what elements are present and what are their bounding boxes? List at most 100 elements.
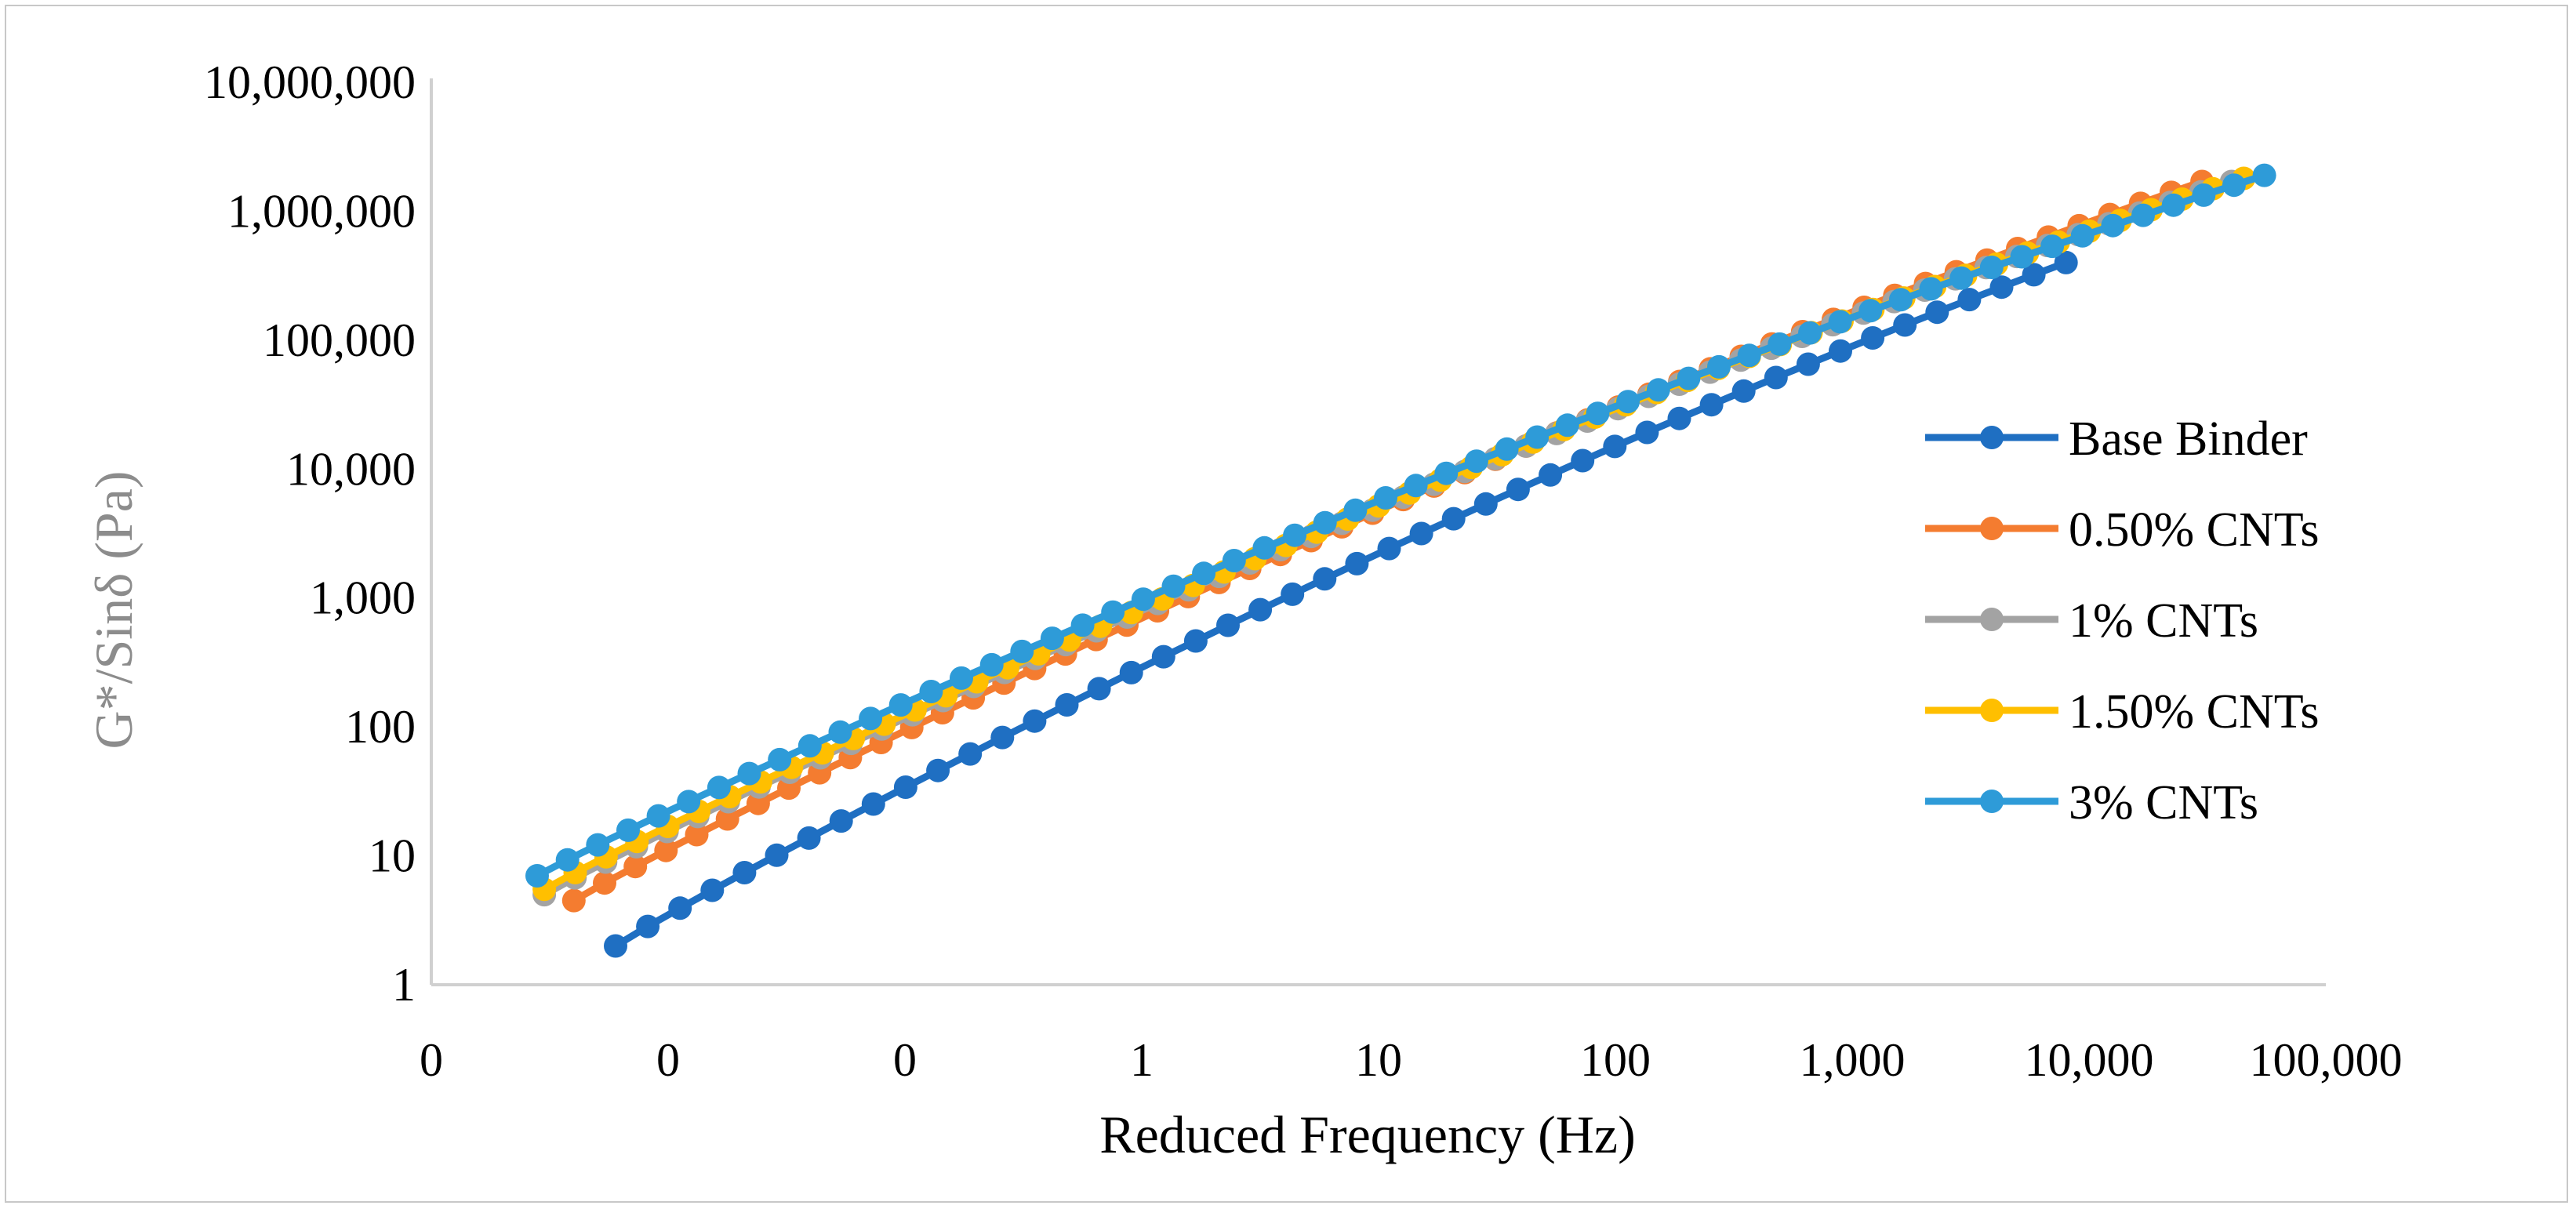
data-point (1586, 401, 1610, 426)
data-point (1539, 463, 1563, 487)
data-point (616, 818, 640, 842)
data-point (1252, 536, 1277, 560)
data-point (829, 809, 853, 833)
data-point (1768, 332, 1792, 356)
data-point (1731, 379, 1756, 403)
data-point (1023, 709, 1047, 733)
data-point (1377, 536, 1401, 561)
data-point (1151, 644, 1175, 669)
data-point (677, 790, 701, 814)
legend-label: 3% CNTs (2069, 776, 2258, 830)
x-tick-label: 100 (1580, 1034, 1651, 1086)
data-point (1555, 413, 1579, 437)
data-point (1010, 639, 1034, 663)
data-point (1192, 561, 1216, 586)
data-point (1707, 354, 1731, 379)
legend-label: 0.50% CNTs (2069, 503, 2319, 557)
data-point (525, 864, 549, 888)
data-point (1313, 510, 1337, 535)
data-point (2022, 263, 2046, 287)
data-point (1506, 477, 1530, 502)
data-point (1070, 613, 1095, 637)
data-point (1677, 366, 1701, 390)
x-tick-label: 10 (1355, 1034, 1402, 1086)
data-point (1222, 549, 1246, 572)
data-point (2252, 163, 2276, 187)
y-tick-label: 1,000 (310, 572, 416, 624)
data-point (2070, 223, 2095, 248)
data-point (1699, 393, 1724, 417)
data-point (586, 833, 610, 857)
data-point (1737, 343, 1761, 368)
data-point (1087, 677, 1111, 701)
legend-item: 1.50% CNTs (1925, 685, 2319, 739)
data-point (1283, 523, 1307, 547)
legend-label: 1.50% CNTs (2069, 685, 2319, 739)
data-point (1919, 277, 1943, 301)
data-point (1861, 326, 1885, 350)
data-point (888, 693, 913, 717)
data-point (1248, 597, 1273, 622)
data-point (859, 706, 883, 731)
data-point (1040, 626, 1064, 651)
data-point (1888, 288, 1913, 312)
data-point (1828, 310, 1852, 334)
data-point (1464, 449, 1488, 474)
data-point (2040, 234, 2065, 259)
data-point (2222, 173, 2246, 198)
data-point (950, 666, 973, 690)
legend-marker (1980, 790, 2004, 813)
data-point (1949, 266, 1974, 290)
legend-item: 1% CNTs (1925, 594, 2258, 648)
data-point (1119, 660, 1143, 684)
data-point (593, 871, 616, 895)
x-axis-title: Reduced Frequency (Hz) (1099, 1105, 1636, 1164)
axes: 1101001,00010,000100,0001,000,00010,000,… (204, 56, 2403, 1086)
data-point (1525, 425, 1550, 449)
data-point (861, 792, 885, 816)
data-point (1161, 574, 1186, 598)
data-point (1957, 288, 1982, 312)
data-point (765, 843, 789, 867)
data-point (636, 914, 660, 939)
data-point (1343, 498, 1368, 522)
series-line (613, 259, 2068, 949)
data-point (919, 680, 943, 703)
y-tick-label: 10,000,000 (204, 56, 416, 108)
legend-label: 1% CNTs (2069, 594, 2258, 648)
data-point (732, 861, 757, 884)
data-point (1635, 420, 1659, 445)
data-point (1798, 321, 1822, 345)
data-point (1374, 486, 1397, 510)
legend-marker (1980, 699, 2004, 722)
data-point (1313, 567, 1337, 591)
data-point (1495, 437, 1519, 461)
data-point (798, 734, 822, 758)
data-point (979, 652, 1004, 677)
data-point (1571, 448, 1595, 473)
x-tick-label: 0 (893, 1034, 917, 1086)
data-point (1764, 365, 1788, 390)
data-point (715, 807, 739, 831)
legend-item: Base Binder (1925, 412, 2308, 466)
data-point (623, 855, 648, 879)
legend-marker (1980, 608, 2004, 631)
legend-item: 0.50% CNTs (1925, 503, 2319, 557)
data-point (2010, 245, 2034, 269)
data-point (1281, 582, 1305, 606)
y-tick-label: 1,000,000 (227, 185, 416, 237)
legend-item: 3% CNTs (1925, 776, 2258, 830)
data-point (926, 758, 950, 782)
legend-marker (1980, 517, 2004, 540)
data-point (2054, 250, 2078, 274)
data-point (685, 822, 709, 847)
data-point (654, 838, 678, 862)
data-point (604, 934, 627, 958)
data-point (1646, 378, 1670, 402)
y-tick-label: 100,000 (263, 314, 416, 366)
data-point (1441, 506, 1466, 531)
data-point (2192, 183, 2216, 207)
x-tick-label: 0 (420, 1034, 443, 1086)
y-tick-label: 10,000 (286, 443, 416, 495)
